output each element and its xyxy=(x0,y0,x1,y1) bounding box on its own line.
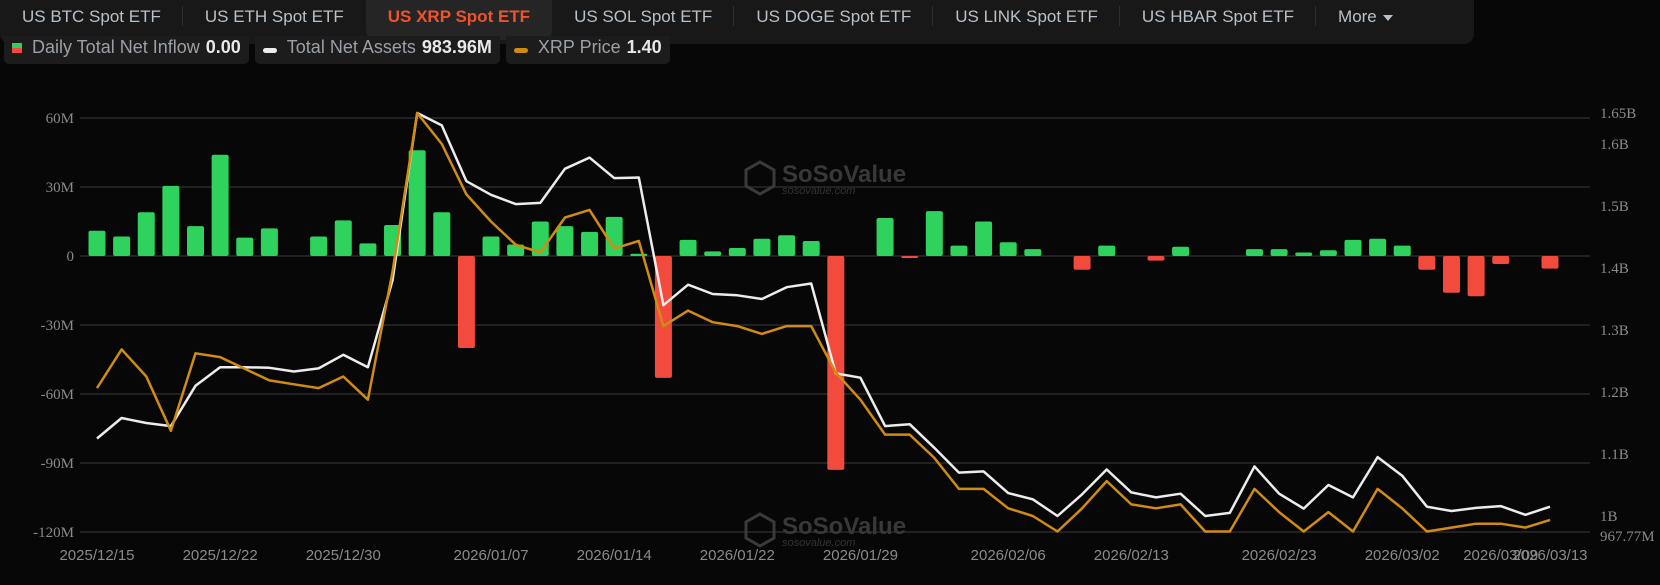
svg-text:1.6B: 1.6B xyxy=(1600,137,1629,153)
svg-text:2026/01/07: 2026/01/07 xyxy=(453,547,528,564)
svg-text:1.2B: 1.2B xyxy=(1600,385,1629,401)
svg-text:60M: 60M xyxy=(46,111,74,127)
grid-lines xyxy=(80,117,1590,533)
white-line-swatch-icon xyxy=(262,48,277,53)
legend-assets-label: Total Net Assets xyxy=(286,37,416,57)
more-tabs-dropdown[interactable]: More xyxy=(1316,0,1415,44)
gold-line-swatch-icon xyxy=(513,48,528,53)
svg-text:2026/01/29: 2026/01/29 xyxy=(823,547,898,564)
svg-text:sosovalue.com: sosovalue.com xyxy=(782,185,855,197)
svg-text:sosovalue.com: sosovalue.com xyxy=(782,537,855,549)
svg-text:1.3B: 1.3B xyxy=(1600,323,1629,339)
svg-text:1.4B: 1.4B xyxy=(1600,261,1629,277)
tab-us-doge-spot-etf[interactable]: US DOGE Spot ETF xyxy=(734,0,934,44)
svg-text:2026/02/13: 2026/02/13 xyxy=(1094,547,1169,564)
svg-text:2026/03/09: 2026/03/09 xyxy=(1463,547,1538,564)
bar-swatch-icon xyxy=(12,43,22,53)
svg-text:SoSoValue: SoSoValue xyxy=(782,161,906,188)
svg-text:30M: 30M xyxy=(46,180,74,196)
tab-us-btc-spot-etf[interactable]: US BTC Spot ETF xyxy=(0,0,183,44)
svg-text:SoSoValue: SoSoValue xyxy=(782,513,906,540)
svg-text:2026/02/06: 2026/02/06 xyxy=(971,547,1046,564)
legend-inflow-value: 0.00 xyxy=(205,37,241,57)
svg-text:967.77M: 967.77M xyxy=(1600,529,1655,545)
svg-text:2026/03/13: 2026/03/13 xyxy=(1512,547,1587,564)
svg-text:2025/12/15: 2025/12/15 xyxy=(59,547,134,564)
tab-us-xrp-spot-etf[interactable]: US XRP Spot ETF xyxy=(365,0,553,40)
legend-total-net-assets[interactable]: Total Net Assets 983.96M xyxy=(254,36,500,64)
inflow-bars xyxy=(88,150,1559,470)
more-label: More xyxy=(1338,7,1377,26)
svg-text:-30M: -30M xyxy=(41,318,74,334)
legend-price-value: 1.40 xyxy=(626,37,662,57)
chart-legend: Daily Total Net Inflow 0.00 Total Net As… xyxy=(4,36,670,64)
svg-text:-120M: -120M xyxy=(33,525,74,541)
axis-labels: 60M 30M 0 -30M -60M -90M -120M 1.65B 1.6B 1.5B 1.4… xyxy=(33,106,1654,564)
tab-us-link-spot-etf[interactable]: US LINK Spot ETF xyxy=(933,0,1120,44)
svg-text:2025/12/30: 2025/12/30 xyxy=(306,547,381,564)
svg-text:2026/01/22: 2026/01/22 xyxy=(700,547,775,564)
svg-text:2026/01/14: 2026/01/14 xyxy=(577,547,652,564)
svg-text:1.65B: 1.65B xyxy=(1600,106,1636,122)
legend-xrp-price[interactable]: XRP Price 1.40 xyxy=(505,36,670,64)
legend-assets-value: 983.96M xyxy=(421,37,492,57)
svg-text:1.5B: 1.5B xyxy=(1600,199,1629,215)
tab-us-eth-spot-etf[interactable]: US ETH Spot ETF xyxy=(204,7,344,26)
tab-us-hbar-spot-etf[interactable]: US HBAR Spot ETF xyxy=(1120,0,1317,44)
svg-text:0: 0 xyxy=(67,249,75,265)
line-series xyxy=(95,111,1551,533)
legend-price-label: XRP Price xyxy=(537,37,621,57)
svg-text:-90M: -90M xyxy=(41,456,74,472)
svg-text:1.1B: 1.1B xyxy=(1600,447,1629,463)
svg-text:-60M: -60M xyxy=(41,387,74,403)
tab-us-sol-spot-etf[interactable]: US SOL Spot ETF xyxy=(552,0,735,44)
svg-text:2025/12/22: 2025/12/22 xyxy=(183,547,258,564)
legend-daily-net-inflow[interactable]: Daily Total Net Inflow 0.00 xyxy=(4,36,249,64)
svg-text:2026/02/23: 2026/02/23 xyxy=(1242,547,1317,564)
svg-text:2026/03/02: 2026/03/02 xyxy=(1365,547,1440,564)
sosovalue-watermark: SoSoValuesosovalue.comSoSoValuesosovalue… xyxy=(744,160,906,549)
svg-text:1B: 1B xyxy=(1600,509,1618,525)
chevron-down-icon xyxy=(1382,14,1393,21)
legend-inflow-label: Daily Total Net Inflow xyxy=(32,37,200,57)
